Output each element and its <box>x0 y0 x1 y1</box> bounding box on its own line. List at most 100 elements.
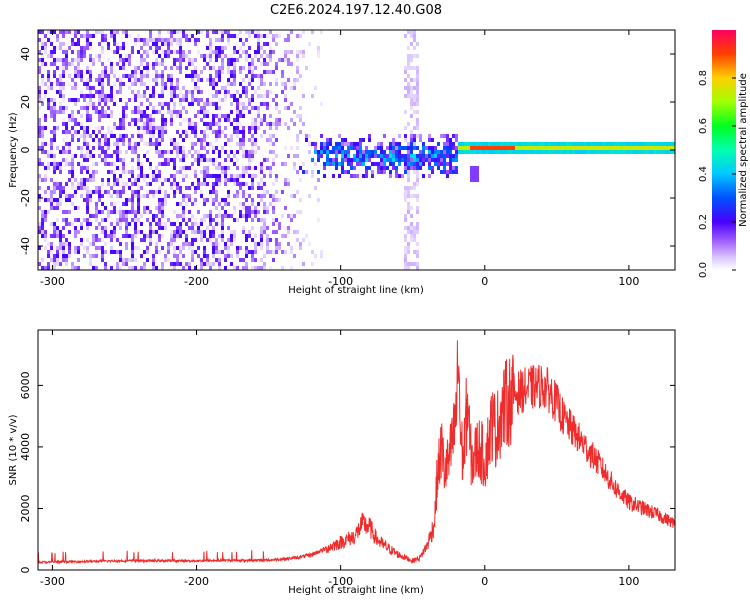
heatmap-cell <box>416 66 419 70</box>
heatmap-cell <box>200 70 203 74</box>
heatmap-cell <box>116 194 119 198</box>
heatmap-cell <box>446 146 449 150</box>
heatmap-cell <box>323 150 326 154</box>
heatmap-cell <box>392 146 395 150</box>
heatmap-cell <box>383 170 386 174</box>
heatmap-cell <box>545 150 548 154</box>
heatmap-cell <box>62 234 65 238</box>
heatmap-cell <box>257 26 260 30</box>
heatmap-cell <box>209 126 212 130</box>
heatmap-cell <box>122 234 125 238</box>
heatmap-cell <box>269 238 272 242</box>
heatmap-cell <box>152 50 155 54</box>
heatmap-cell <box>110 246 113 250</box>
heatmap-cell <box>227 38 230 42</box>
heatmap-cell <box>230 254 233 258</box>
heatmap-cell <box>176 230 179 234</box>
heatmap-cell <box>38 66 41 70</box>
heatmap-cell <box>212 130 215 134</box>
heatmap-cell <box>80 58 83 62</box>
heatmap-cell <box>146 142 149 146</box>
heatmap-cell <box>443 134 446 138</box>
heatmap-cell <box>260 34 263 38</box>
heatmap-cell <box>104 26 107 30</box>
heatmap-cell <box>341 142 344 146</box>
heatmap-cell <box>116 42 119 46</box>
heatmap-cell <box>368 134 371 138</box>
heatmap-cell <box>65 126 68 130</box>
heatmap-cell <box>203 178 206 182</box>
heatmap-cell <box>44 94 47 98</box>
heatmap-cell <box>173 234 176 238</box>
heatmap-cell <box>275 250 278 254</box>
heatmap-cell <box>386 146 389 150</box>
heatmap-cell <box>245 86 248 90</box>
heatmap-cell <box>185 174 188 178</box>
heatmap-cell <box>221 70 224 74</box>
heatmap-cell <box>218 162 221 166</box>
heatmap-cell <box>65 222 68 226</box>
heatmap-cell <box>290 118 293 122</box>
heatmap-cell <box>224 150 227 154</box>
heatmap-cell <box>119 210 122 214</box>
heatmap-cell <box>161 102 164 106</box>
heatmap-cell <box>83 134 86 138</box>
x-tick-label: -100 <box>328 275 353 288</box>
heatmap-cell <box>416 118 419 122</box>
heatmap-cell <box>425 146 428 150</box>
heatmap-cell <box>41 214 44 218</box>
heatmap-cell <box>242 174 245 178</box>
heatmap-cell <box>269 250 272 254</box>
heatmap-cell <box>569 150 572 154</box>
heatmap-cell <box>563 146 566 150</box>
heatmap-cell <box>230 54 233 58</box>
heatmap-cell <box>248 130 251 134</box>
heatmap-cell <box>110 162 113 166</box>
heatmap-cell <box>260 266 263 270</box>
heatmap-cell <box>596 150 599 154</box>
heatmap-cell <box>269 138 272 142</box>
heatmap-cell <box>155 46 158 50</box>
heatmap-cell <box>182 146 185 150</box>
heatmap-cell <box>149 102 152 106</box>
heatmap-cell <box>56 82 59 86</box>
heatmap-cell <box>140 102 143 106</box>
heatmap-cell <box>71 202 74 206</box>
heatmap-cell <box>599 146 602 150</box>
heatmap-cell <box>242 106 245 110</box>
heatmap-cell <box>254 206 257 210</box>
heatmap-cell <box>416 254 419 258</box>
heatmap-cell <box>212 118 215 122</box>
heatmap-cell <box>260 218 263 222</box>
heatmap-cell <box>155 266 158 270</box>
heatmap-cell <box>224 90 227 94</box>
heatmap-cell <box>38 262 41 266</box>
heatmap-cell <box>152 142 155 146</box>
heatmap-cell <box>428 154 431 158</box>
heatmap-cell <box>230 178 233 182</box>
heatmap-cell <box>482 142 485 146</box>
heatmap-cell <box>209 54 212 58</box>
heatmap-cell <box>131 46 134 50</box>
heatmap-cell <box>62 210 65 214</box>
heatmap-cell <box>113 250 116 254</box>
heatmap-cell <box>131 266 134 270</box>
heatmap-cell <box>218 46 221 50</box>
heatmap-cell <box>149 210 152 214</box>
heatmap-cell <box>137 206 140 210</box>
heatmap-cell <box>176 262 179 266</box>
heatmap-cell <box>635 150 638 154</box>
heatmap-cell <box>407 62 410 66</box>
heatmap-cell <box>242 66 245 70</box>
heatmap-cell <box>182 54 185 58</box>
heatmap-cell <box>86 202 89 206</box>
heatmap-cell <box>107 58 110 62</box>
heatmap-cell <box>53 110 56 114</box>
heatmap-cell <box>608 142 611 146</box>
heatmap-cell <box>140 222 143 226</box>
heatmap-cell <box>260 178 263 182</box>
heatmap-cell <box>182 150 185 154</box>
heatmap-cell <box>353 146 356 150</box>
heatmap-cell <box>86 126 89 130</box>
